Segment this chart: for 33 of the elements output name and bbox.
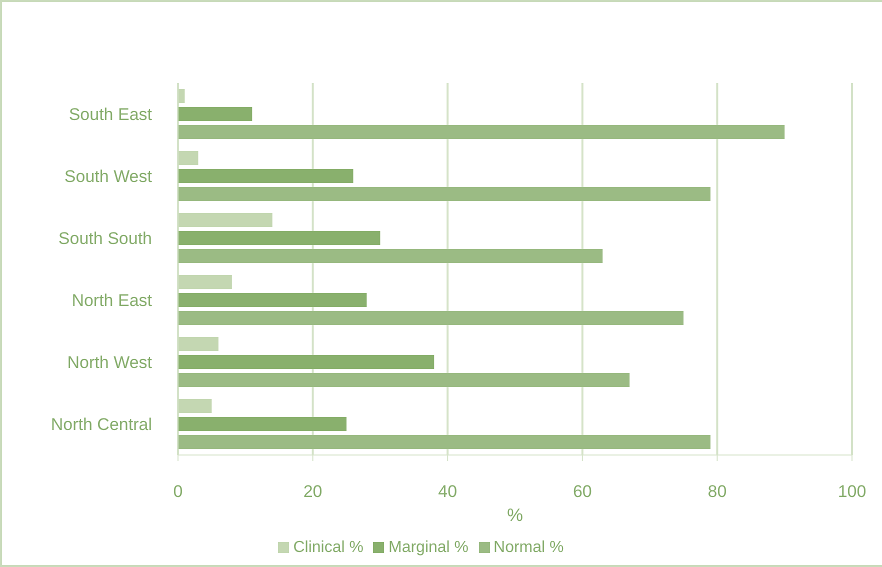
bar: [178, 355, 434, 369]
x-tick-label: 20: [303, 482, 322, 502]
bar: [178, 107, 252, 121]
bar: [178, 275, 232, 289]
legend-label: Marginal %: [388, 539, 469, 556]
bar: [178, 435, 710, 449]
x-tick-label: 100: [838, 482, 866, 502]
y-tick-label: North Central: [50, 415, 152, 434]
x-tick-label: 40: [438, 482, 458, 502]
bar: [178, 373, 630, 387]
bar: [178, 213, 272, 227]
y-tick-label: North West: [67, 353, 152, 372]
x-axis-title: %: [506, 505, 524, 525]
y-tick-label: South South: [58, 229, 152, 248]
bar: [178, 231, 380, 245]
x-tick-label: 0: [173, 482, 183, 502]
bar: [178, 293, 367, 307]
x-tick-label: 80: [708, 482, 727, 502]
legend-label: Clinical %: [293, 539, 364, 556]
bar: [178, 337, 218, 351]
y-tick-label: South East: [68, 105, 152, 124]
bar: [178, 125, 785, 139]
bar: [178, 169, 354, 183]
y-tick-label: North East: [72, 291, 152, 310]
bar: [178, 249, 603, 263]
bar: [178, 187, 710, 201]
bar: [178, 151, 198, 165]
bar: [178, 399, 212, 413]
legend-label: Normal %: [494, 539, 564, 556]
x-tick-label: 60: [572, 482, 592, 502]
bar: [178, 311, 684, 325]
y-tick-label: South West: [64, 167, 152, 186]
bar: [178, 417, 346, 431]
